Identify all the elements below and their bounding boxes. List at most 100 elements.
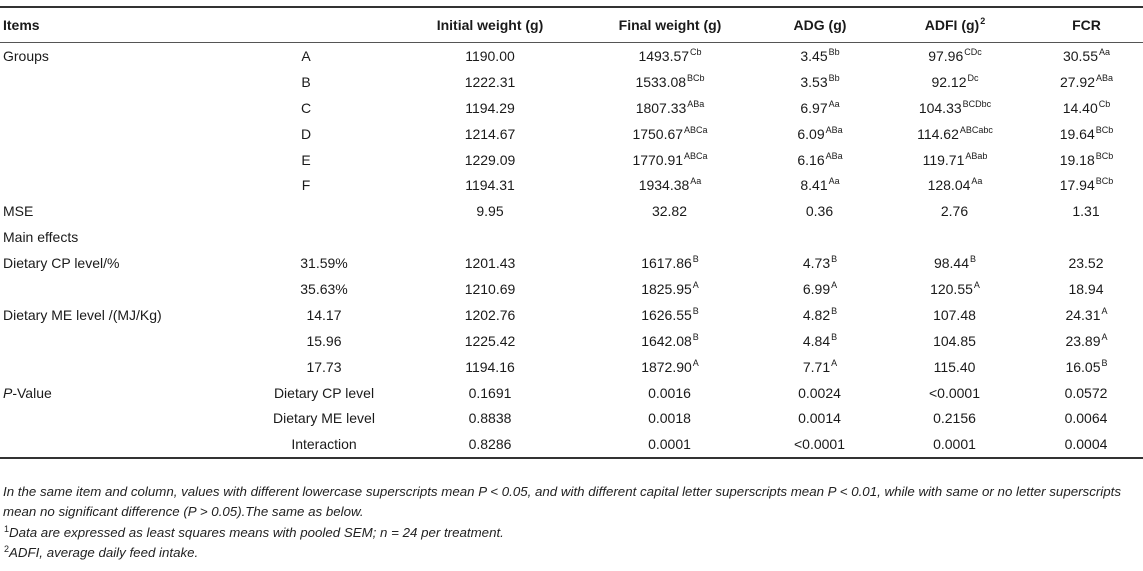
cell-fcr-value: 17.94 xyxy=(1059,177,1095,194)
cell-adfi xyxy=(880,224,1030,250)
cell-adg xyxy=(760,224,880,250)
cell-subitem: D xyxy=(248,121,400,147)
cell-item xyxy=(0,276,248,302)
cell-adfi-value: 97.96 xyxy=(928,47,964,64)
cell-adfi-superscript: ABCabc xyxy=(959,124,993,135)
cell-adg-value: 0.0024 xyxy=(798,384,841,401)
cell-fcr-value: 27.92 xyxy=(1059,73,1096,90)
footnote-1-text: Data are expressed as least squares mean… xyxy=(9,524,504,540)
cell-item xyxy=(0,172,248,198)
cell-item: Dietary CP level/% xyxy=(0,250,248,276)
cell-adfi-value: 2.76 xyxy=(940,203,969,220)
cell-adg: 6.16ABa xyxy=(760,147,880,173)
footnote-2: 2ADFI, average daily feed intake. xyxy=(3,543,1141,563)
footnote-1: 1Data are expressed as least squares mea… xyxy=(3,523,1141,543)
header-initial-weight: Initial weight (g) xyxy=(436,17,544,33)
cell-fcr xyxy=(1030,224,1143,250)
cell-initial-weight: 1222.31 xyxy=(400,69,580,95)
cell-final-weight-value: 0.0001 xyxy=(648,436,691,453)
data-table: Items Initial weight (g) Final weight (g… xyxy=(0,6,1143,459)
cell-fcr-superscript: B xyxy=(1101,357,1108,368)
cell-adfi-value: 107.48 xyxy=(933,306,976,323)
cell-final-weight: 32.82 xyxy=(580,198,760,224)
cell-final-weight-value: 1750.67 xyxy=(632,125,684,142)
table-row: Groups A 1190.00 1493.57Cb 3.45Bb 97.96CDc 30.… xyxy=(0,43,1143,69)
cell-initial-weight: 0.1691 xyxy=(400,380,580,406)
cell-subitem: 14.17 xyxy=(248,302,400,328)
cell-subitem: 15.96 xyxy=(248,328,400,354)
table-row: C 1194.29 1807.33ABa 6.97Aa 104.33BCDbc 14.40… xyxy=(0,95,1143,121)
cell-final-weight: 1770.91ABCa xyxy=(580,147,760,173)
cell-initial-weight-value: 9.95 xyxy=(476,203,504,220)
cell-fcr-superscript: Cb xyxy=(1098,98,1111,109)
footnote-1-marker: 1 xyxy=(4,523,10,534)
cell-fcr: 1.31 xyxy=(1030,198,1143,224)
cell-final-weight-value: 1807.33 xyxy=(635,99,687,116)
cell-adfi-superscript: BCDbc xyxy=(962,98,992,109)
cell-adg: 6.09ABa xyxy=(760,121,880,147)
header-subitem xyxy=(248,7,400,43)
cell-adfi-value: 119.71 xyxy=(922,151,965,168)
cell-adfi: 92.12Dc xyxy=(880,69,1030,95)
cell-fcr-value: 30.55 xyxy=(1062,47,1099,64)
cell-adfi: 0.2156 xyxy=(880,405,1030,431)
cell-item-value: MSE xyxy=(3,203,34,220)
cell-subitem: C xyxy=(248,95,400,121)
cell-subitem-value: 15.96 xyxy=(306,332,342,349)
cell-item xyxy=(0,328,248,354)
header-final-weight: Final weight (g) xyxy=(618,17,722,33)
cell-final-weight-superscript: B xyxy=(692,305,699,316)
cell-subitem xyxy=(248,198,400,224)
cell-final-weight-superscript: BCb xyxy=(687,72,705,83)
header-adg: ADG (g) xyxy=(793,17,847,33)
cell-fcr: 24.31A xyxy=(1030,302,1143,328)
cell-subitem-value: 35.63% xyxy=(300,280,348,297)
table-row: 35.63% 1210.69 1825.95A 6.99A 120.55A 18.94 xyxy=(0,276,1143,302)
cell-item-value: P-Value xyxy=(3,384,52,401)
cell-adg: 6.97Aa xyxy=(760,95,880,121)
cell-final-weight-superscript: Aa xyxy=(690,176,702,187)
cell-adg: <0.0001 xyxy=(760,431,880,458)
cell-item: Main effects xyxy=(0,224,248,250)
cell-fcr-value: 0.0004 xyxy=(1064,436,1108,453)
cell-final-weight-value: 1533.08 xyxy=(635,73,687,90)
cell-adg-value: 3.53 xyxy=(800,73,828,90)
cell-fcr: 19.18BCb xyxy=(1030,147,1143,173)
cell-adg-value: 3.45 xyxy=(800,47,828,64)
table-row: Dietary CP level/% 31.59% 1201.43 1617.86B 4… xyxy=(0,250,1143,276)
cell-adg-superscript: B xyxy=(831,305,838,316)
cell-fcr-value: 0.0064 xyxy=(1064,410,1108,427)
cell-fcr-value: 23.52 xyxy=(1068,255,1104,272)
cell-adg-superscript: Aa xyxy=(828,98,840,109)
cell-final-weight-value: 1872.90 xyxy=(641,358,692,375)
cell-subitem-value: A xyxy=(301,47,311,64)
cell-fcr-value: 16.05 xyxy=(1065,358,1101,375)
cell-fcr: 0.0064 xyxy=(1030,405,1143,431)
cell-initial-weight xyxy=(400,224,580,250)
cell-subitem: 17.73 xyxy=(248,354,400,380)
cell-initial-weight: 1225.42 xyxy=(400,328,580,354)
cell-adfi-value: 92.12 xyxy=(931,73,967,90)
cell-adfi: 104.33BCDbc xyxy=(880,95,1030,121)
cell-adg-superscript: B xyxy=(831,331,838,342)
cell-adg-superscript: ABa xyxy=(825,150,843,161)
cell-subitem-value: C xyxy=(300,99,312,116)
cell-subitem: B xyxy=(248,69,400,95)
cell-final-weight-value: 1934.38 xyxy=(638,177,690,194)
cell-adg-superscript: A xyxy=(831,357,838,368)
cell-final-weight: 1533.08BCb xyxy=(580,69,760,95)
cell-fcr-value: 19.18 xyxy=(1059,151,1095,168)
cell-final-weight: 1626.55B xyxy=(580,302,760,328)
cell-initial-weight: 1190.00 xyxy=(400,43,580,69)
header-row: Items Initial weight (g) Final weight (g… xyxy=(0,7,1143,43)
cell-adfi-value: 115.40 xyxy=(933,358,976,375)
cell-initial-weight-value: 1194.29 xyxy=(465,99,515,116)
cell-initial-weight-value: 0.8838 xyxy=(468,410,512,427)
table-row: E 1229.09 1770.91ABCa 6.16ABa 119.71ABab 19.1… xyxy=(0,147,1143,173)
table-row: MSE 9.95 32.82 0.36 2.76 1.31 xyxy=(0,198,1143,224)
table-row: B 1222.31 1533.08BCb 3.53Bb 92.12Dc 27.92ABa xyxy=(0,69,1143,95)
cell-initial-weight: 1194.31 xyxy=(400,172,580,198)
cell-item-value: Groups xyxy=(3,47,49,64)
cell-adfi-value: 120.55 xyxy=(930,280,973,297)
cell-adg: 4.84B xyxy=(760,328,880,354)
